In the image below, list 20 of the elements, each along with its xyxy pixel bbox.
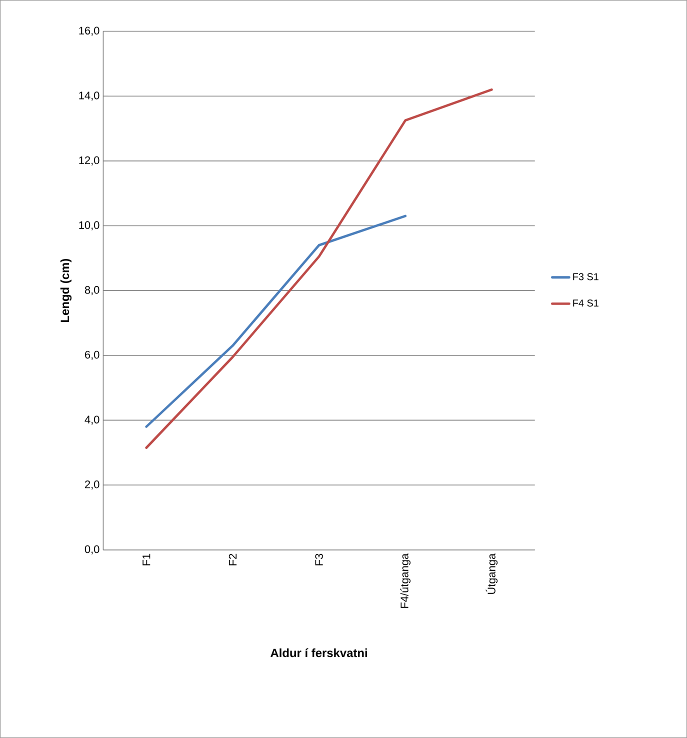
legend-label: F4 S1 xyxy=(573,300,598,307)
x-tick-label: Útganga xyxy=(486,553,498,594)
line-series xyxy=(145,214,407,428)
y-tick-label: 6,0 xyxy=(85,350,100,360)
y-tick-label: 14,0 xyxy=(79,92,100,101)
y-tick-label: 0,0 xyxy=(84,545,100,554)
y-tick-label: 12,0 xyxy=(79,156,100,166)
x-tick-label: F3 xyxy=(315,554,323,566)
x-tick-label: F1 xyxy=(142,554,150,566)
x-tick-label: F4/útganga xyxy=(400,553,411,608)
line-series xyxy=(145,88,493,449)
y-tick-label: 8,0 xyxy=(84,286,100,296)
y-tick-label: 10,0 xyxy=(79,221,100,230)
legend-label: F3 S1 xyxy=(573,273,598,280)
y-tick-label: 2,0 xyxy=(85,480,100,490)
y-tick-label: 16,0 xyxy=(79,26,100,36)
y-axis-title: Lengd (cm) xyxy=(60,258,72,322)
x-axis-title: Aldur í ferskvatni xyxy=(270,648,367,658)
y-tick-label: 4,0 xyxy=(84,416,100,425)
x-tick-label: F2 xyxy=(228,554,237,566)
